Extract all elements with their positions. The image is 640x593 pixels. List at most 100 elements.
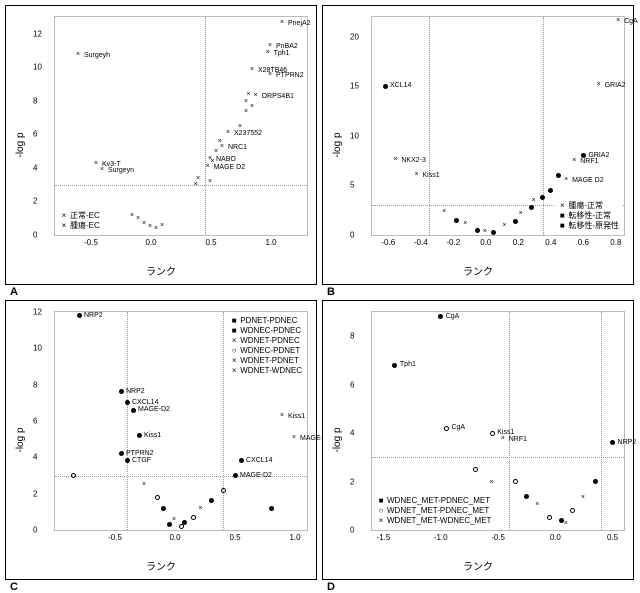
ytick: 6	[33, 130, 37, 139]
data-point	[179, 524, 184, 529]
panel-tag-d: D	[327, 581, 335, 593]
data-point	[513, 479, 518, 484]
xtick: 0.2	[513, 238, 524, 247]
data-point: ×	[136, 216, 140, 221]
data-point: ×	[266, 50, 270, 55]
data-point	[556, 173, 561, 178]
data-point: ×	[100, 167, 104, 172]
ytick: 12	[33, 308, 42, 317]
legend-item: ■WDNEC-PDNEC	[230, 326, 302, 336]
data-point	[593, 479, 598, 484]
ytick: 8	[33, 96, 37, 105]
data-point: ×	[502, 223, 506, 228]
legend-item: ×WDNET-WDNEC	[230, 366, 302, 376]
ytick: 8	[33, 380, 37, 389]
data-point	[77, 313, 82, 318]
xtick: 0.5	[607, 533, 618, 542]
plot-area-c: -0.50.00.51.0024681012NRP2NRP2CXCL14MAGE…	[54, 311, 308, 531]
ytick: 12	[33, 29, 42, 38]
legend-item: ×腫瘍-EC	[60, 221, 100, 231]
data-point	[454, 218, 459, 223]
plot-area-d: -1.5-1.0-0.50.00.502468CgATph1CgAKiss1×N…	[371, 311, 625, 531]
ytick: 8	[350, 332, 354, 341]
point-label: NRP2	[126, 388, 145, 395]
grid-vline	[127, 312, 128, 530]
data-point: ×	[198, 506, 202, 511]
data-point: ×	[501, 436, 505, 441]
legend-item: ×腫瘍-正常	[558, 201, 619, 211]
point-label: GRIA2	[605, 82, 626, 89]
xtick: 0.0	[145, 238, 156, 247]
xtick: 0.8	[610, 238, 621, 247]
data-point: ×	[597, 82, 601, 87]
point-label: NRP2	[618, 439, 637, 446]
point-label: CXCL14	[132, 399, 158, 406]
legend-item: ■転移性-原発性	[558, 221, 619, 231]
xtick: 0.6	[578, 238, 589, 247]
point-label: Kiss1	[288, 413, 305, 420]
xtick: -0.5	[491, 533, 505, 542]
data-point	[155, 495, 160, 500]
xtick: -1.5	[377, 533, 391, 542]
data-point	[137, 433, 142, 438]
ytick: 2	[33, 197, 37, 206]
data-point	[529, 205, 534, 210]
data-point	[548, 188, 553, 193]
point-label: CTGF	[132, 457, 151, 464]
legend-item: ■転移性-正常	[558, 211, 619, 221]
xlabel: ランク	[323, 263, 633, 278]
figure: -log p -0.50.00.51.0024681012×PnejA2×PnB…	[0, 0, 640, 592]
data-point	[191, 515, 196, 520]
point-label: CgA	[451, 424, 465, 431]
point-label: Tph1	[400, 361, 416, 368]
point-label: CXCL14	[246, 457, 272, 464]
xtick: 0.4	[545, 238, 556, 247]
panel-c: -log p -0.50.00.51.0024681012NRP2NRP2CXC…	[5, 300, 317, 580]
data-point	[125, 400, 130, 405]
data-point	[383, 84, 388, 89]
data-point	[610, 440, 615, 445]
xtick: -0.6	[381, 238, 395, 247]
data-point	[221, 488, 226, 493]
data-point: ×	[581, 495, 585, 500]
data-point: ×	[268, 43, 272, 48]
ytick: 10	[350, 131, 359, 140]
data-point	[119, 451, 124, 456]
grid-hline	[55, 185, 307, 186]
point-label: NRF1	[580, 158, 598, 165]
xtick: -0.5	[108, 533, 122, 542]
data-point: ×	[250, 104, 254, 109]
xtick: 0.0	[169, 533, 180, 542]
ytick: 2	[33, 489, 37, 498]
data-point: ×	[246, 92, 250, 97]
ytick: 20	[350, 32, 359, 41]
point-label: PTPRN2	[126, 450, 154, 457]
data-point	[540, 195, 545, 200]
data-point: ×	[94, 161, 98, 166]
plot-area-a: -0.50.00.51.0024681012×PnejA2×PnBA2×Tph1…	[54, 16, 308, 236]
point-label: X237552	[234, 130, 262, 137]
point-label: PTPRN2	[276, 72, 304, 79]
ytick: 0	[33, 231, 37, 240]
xlabel: ランク	[6, 558, 316, 573]
data-point: ×	[442, 209, 446, 214]
xtick: 0.0	[550, 533, 561, 542]
point-label: NRP2	[84, 312, 103, 319]
point-label: CgA	[624, 18, 638, 25]
data-point	[475, 228, 480, 233]
panel-d: -log p -1.5-1.0-0.50.00.502468CgATph1CgA…	[322, 300, 634, 580]
xtick: 1.0	[289, 533, 300, 542]
point-label: NRC1	[228, 144, 247, 151]
point-label: NABO	[216, 156, 236, 163]
panel-tag-b: B	[327, 286, 335, 298]
data-point	[392, 363, 397, 368]
data-point: ×	[254, 93, 258, 98]
legend: ■PDNET-PDNEC■WDNEC-PDNEC×WDNET-PDNEC○WDN…	[227, 314, 305, 378]
legend: ×腫瘍-正常■転移性-正常■転移性-原発性	[555, 199, 622, 233]
ytick: 0	[350, 526, 354, 535]
data-point	[125, 458, 130, 463]
data-point: ×	[154, 226, 158, 231]
xlabel: ランク	[323, 558, 633, 573]
ytick: 0	[350, 231, 354, 240]
xtick: -1.0	[434, 533, 448, 542]
